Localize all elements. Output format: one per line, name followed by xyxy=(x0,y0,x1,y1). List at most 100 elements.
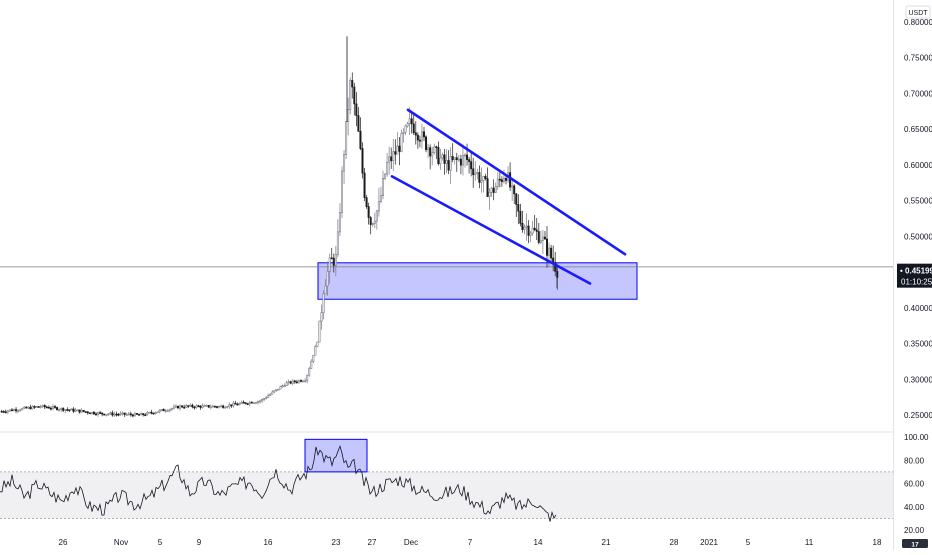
candlestick[interactable] xyxy=(498,169,501,188)
candlestick[interactable] xyxy=(328,253,331,284)
candlestick[interactable] xyxy=(97,411,100,417)
candlestick[interactable] xyxy=(213,405,216,408)
candlestick[interactable] xyxy=(537,222,540,245)
candlestick[interactable] xyxy=(418,135,421,148)
candlestick[interactable] xyxy=(336,219,339,258)
candlestick[interactable] xyxy=(340,166,343,219)
candlestick[interactable] xyxy=(332,253,335,273)
price-pane[interactable] xyxy=(0,36,893,418)
candlestick[interactable] xyxy=(466,143,469,166)
candlestick[interactable] xyxy=(433,143,436,155)
candlestick[interactable] xyxy=(115,411,118,417)
candlestick[interactable] xyxy=(158,409,161,414)
candlestick[interactable] xyxy=(295,379,298,384)
candlestick[interactable] xyxy=(357,107,360,132)
candlestick[interactable] xyxy=(70,408,73,411)
candlestick[interactable] xyxy=(283,383,286,387)
candlestick[interactable] xyxy=(37,406,40,408)
candlestick[interactable] xyxy=(267,393,270,398)
candlestick[interactable] xyxy=(486,167,489,197)
candlestick[interactable] xyxy=(78,409,81,414)
candlestick[interactable] xyxy=(470,151,473,177)
candlestick[interactable] xyxy=(62,407,65,413)
candlestick[interactable] xyxy=(289,380,292,385)
candlestick[interactable] xyxy=(236,402,239,406)
candlestick[interactable] xyxy=(41,404,44,408)
candlestick[interactable] xyxy=(515,193,518,218)
candlestick[interactable] xyxy=(371,222,374,227)
candlestick[interactable] xyxy=(482,175,485,193)
candlestick[interactable] xyxy=(320,304,323,330)
candlestick[interactable] xyxy=(533,214,536,232)
last-price-badge[interactable] xyxy=(897,263,932,288)
candlestick[interactable] xyxy=(445,149,448,174)
candlestick[interactable] xyxy=(361,142,364,179)
candlestick[interactable] xyxy=(23,405,26,409)
candlestick[interactable] xyxy=(539,230,542,245)
candlestick[interactable] xyxy=(468,157,471,174)
candlestick[interactable] xyxy=(205,404,208,407)
candlestick[interactable] xyxy=(324,278,327,295)
candlestick[interactable] xyxy=(379,186,382,204)
candlestick[interactable] xyxy=(504,175,507,185)
candlestick[interactable] xyxy=(377,187,380,217)
candlestick[interactable] xyxy=(76,409,79,412)
candlestick[interactable] xyxy=(47,405,50,409)
candlestick[interactable] xyxy=(127,411,130,416)
candlestick[interactable] xyxy=(197,404,200,408)
candlestick[interactable] xyxy=(388,146,391,175)
candlestick[interactable] xyxy=(226,405,229,409)
candlestick[interactable] xyxy=(269,393,272,397)
candlestick[interactable] xyxy=(412,113,415,136)
candlestick[interactable] xyxy=(211,404,214,408)
candlestick[interactable] xyxy=(472,157,475,188)
candlestick[interactable] xyxy=(410,111,413,134)
candlestick[interactable] xyxy=(230,404,233,409)
candlestick[interactable] xyxy=(420,123,423,149)
candlestick[interactable] xyxy=(39,404,42,409)
candlestick[interactable] xyxy=(68,409,71,412)
candlestick[interactable] xyxy=(310,359,313,369)
candlestick[interactable] xyxy=(252,402,255,405)
candlestick[interactable] xyxy=(56,406,59,411)
candlestick[interactable] xyxy=(222,404,225,409)
candlestick[interactable] xyxy=(177,405,180,409)
candlestick[interactable] xyxy=(72,407,75,414)
candlestick[interactable] xyxy=(541,230,544,254)
candlestick[interactable] xyxy=(279,385,282,390)
candlestick[interactable] xyxy=(480,167,483,193)
candlestick[interactable] xyxy=(191,403,194,409)
candlestick[interactable] xyxy=(17,409,20,414)
candlestick[interactable] xyxy=(53,404,56,409)
candlestick[interactable] xyxy=(531,220,534,236)
candlestick[interactable] xyxy=(232,401,235,408)
candlestick[interactable] xyxy=(439,148,442,170)
candlestick[interactable] xyxy=(302,379,305,383)
candlestick[interactable] xyxy=(277,388,280,391)
candlestick[interactable] xyxy=(179,404,182,411)
candlestick[interactable] xyxy=(390,147,393,169)
candlestick[interactable] xyxy=(381,170,384,200)
candlestick[interactable] xyxy=(107,413,110,416)
candlestick[interactable] xyxy=(64,409,67,414)
candlestick[interactable] xyxy=(256,400,259,405)
candlestick[interactable] xyxy=(220,404,223,408)
candlestick[interactable] xyxy=(461,144,464,176)
candlestick[interactable] xyxy=(228,402,231,409)
candlestick[interactable] xyxy=(316,341,319,348)
candlestick[interactable] xyxy=(416,132,419,149)
candlestick[interactable] xyxy=(193,405,196,410)
candlestick[interactable] xyxy=(263,397,266,402)
candlestick[interactable] xyxy=(209,404,212,410)
candlestick[interactable] xyxy=(261,398,264,403)
candlestick[interactable] xyxy=(125,412,128,416)
candlestick[interactable] xyxy=(246,402,249,406)
candlestick[interactable] xyxy=(0,409,3,413)
candlestick[interactable] xyxy=(398,137,401,166)
candlestick[interactable] xyxy=(488,188,491,211)
candlestick[interactable] xyxy=(183,404,186,409)
candlestick[interactable] xyxy=(322,290,325,320)
candlestick[interactable] xyxy=(58,408,61,412)
candlestick[interactable] xyxy=(273,390,276,394)
candlestick[interactable] xyxy=(152,412,155,415)
